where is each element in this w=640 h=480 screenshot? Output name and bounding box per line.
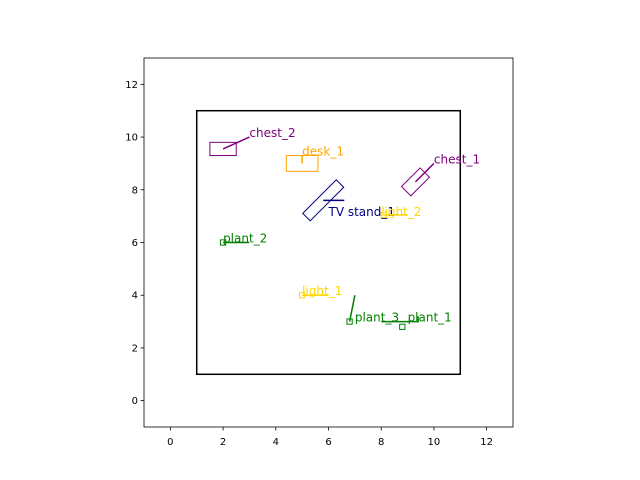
- x-tick-label: 2: [220, 437, 226, 448]
- direction-line: [222, 136, 250, 150]
- object-outline: [209, 141, 237, 157]
- object-label: light_2: [381, 205, 421, 219]
- object-label: plant_3: [355, 311, 399, 325]
- object-desk-1: desk_1: [285, 145, 344, 172]
- direction-line: [381, 316, 419, 323]
- direction-line: [414, 162, 435, 183]
- object-label: chest_1: [434, 152, 480, 166]
- x-tick-label: 6: [325, 437, 331, 448]
- object-chest-2: chest_2: [209, 126, 296, 157]
- plot-content: chest_2 desk_1 chest_1 TV stand_1light_2pla…: [195, 109, 480, 376]
- object-tv-stand-1: TV stand_1: [302, 179, 396, 222]
- x-tick-label: 0: [167, 437, 173, 448]
- object-light-1: light_1: [299, 284, 342, 299]
- object-plant-2: plant_2: [219, 232, 267, 246]
- y-tick-label: 10: [125, 133, 138, 144]
- y-tick-label: 4: [132, 291, 138, 302]
- object-outline: [399, 323, 406, 330]
- object-light-2: light_2: [380, 205, 421, 219]
- y-tick-label: 6: [132, 238, 138, 249]
- x-tick-label: 10: [428, 437, 441, 448]
- y-tick-label: 2: [132, 343, 138, 354]
- room-boundary: [195, 109, 462, 376]
- y-tick-label: 8: [132, 185, 138, 196]
- object-label: light_1: [302, 284, 342, 298]
- object-outline: [302, 179, 345, 222]
- object-plant-1: plant_1: [381, 311, 452, 330]
- object-label: desk_1: [302, 145, 344, 159]
- object-label: chest_2: [249, 126, 295, 140]
- direction-line: [348, 295, 356, 322]
- object-label: plant_2: [223, 232, 267, 246]
- x-axis: 0 2 4 6 8 10 12: [167, 427, 493, 448]
- y-axis: 0 2 4 6 8 10 12: [125, 80, 144, 407]
- y-tick-label: 0: [132, 396, 138, 407]
- x-tick-label: 12: [480, 437, 493, 448]
- x-tick-label: 8: [378, 437, 384, 448]
- object-chest-1: chest_1: [400, 152, 480, 197]
- y-tick-label: 12: [125, 80, 138, 91]
- object-label: TV stand_1: [328, 205, 396, 219]
- x-tick-label: 4: [273, 437, 279, 448]
- object-label: plant_1: [408, 311, 452, 325]
